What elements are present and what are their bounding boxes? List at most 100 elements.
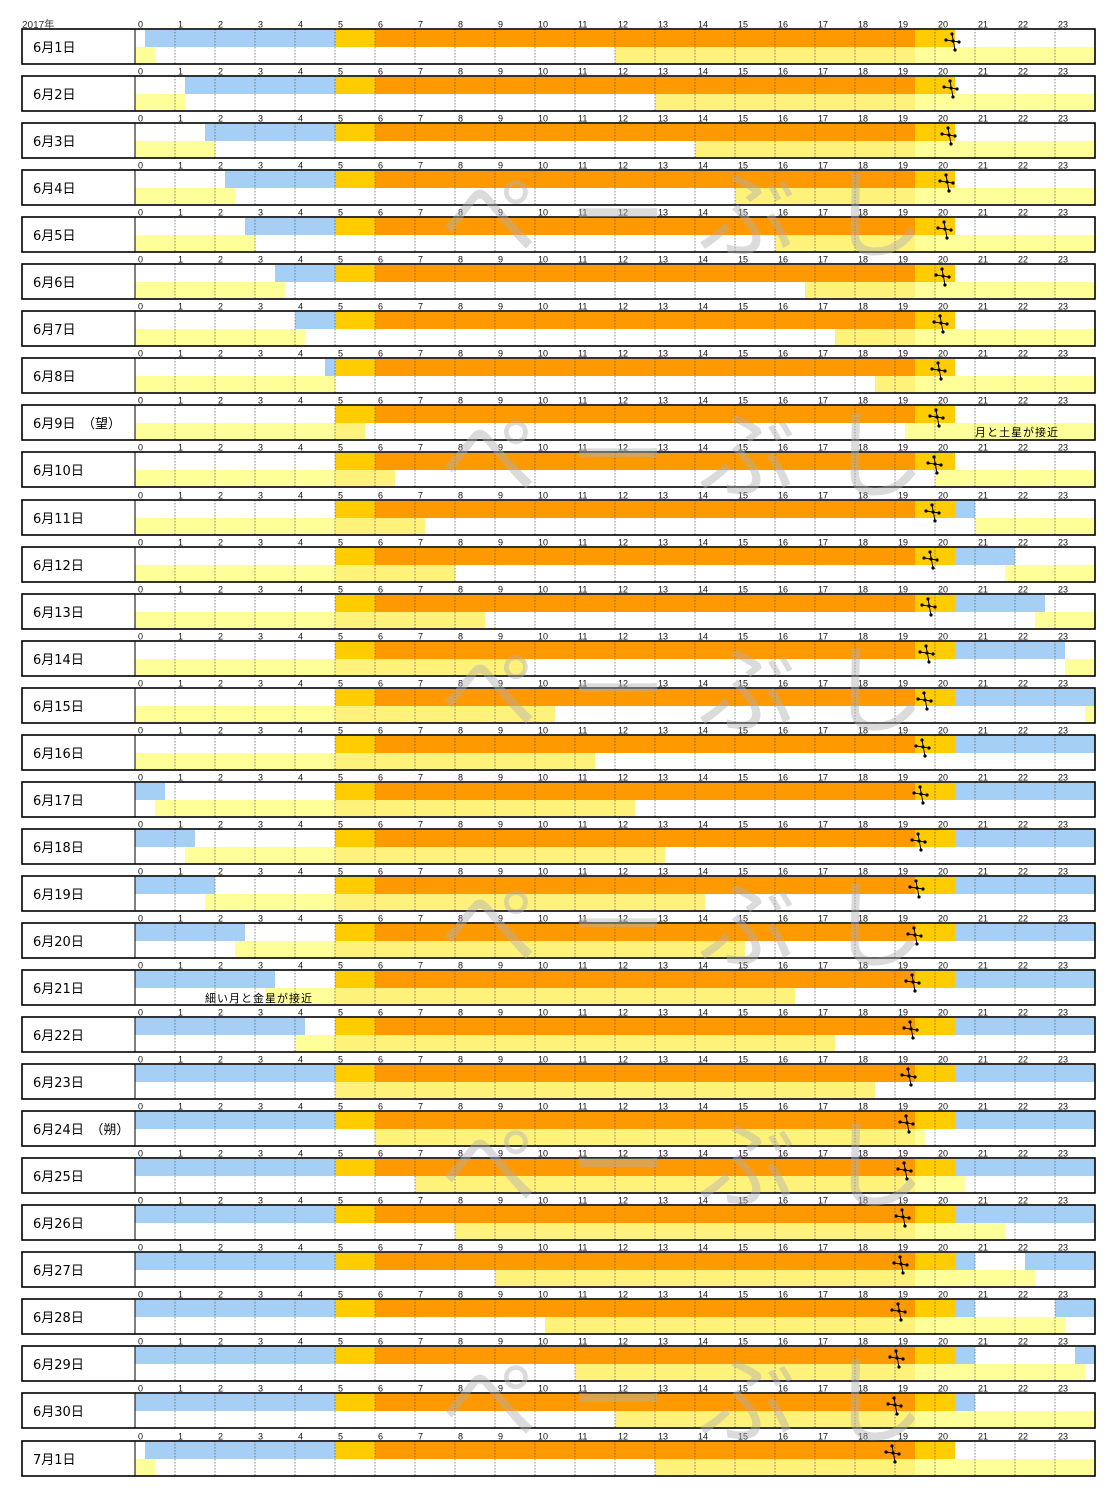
hour-tick-label: 21 [978, 161, 988, 171]
hour-tick-label: 2 [218, 255, 223, 265]
moon-daytime-bar [875, 376, 915, 392]
hour-tick-label: 21 [978, 208, 988, 218]
hour-tick-label: 15 [738, 538, 748, 548]
hour-tick-label: 17 [818, 538, 828, 548]
hour-tick-label: 22 [1018, 679, 1028, 689]
hour-tick-label: 9 [498, 20, 503, 30]
saturn-marker-icon [894, 1208, 911, 1228]
saturn-marker-icon [926, 455, 943, 475]
hour-tick-label: 16 [778, 1432, 788, 1442]
hour-tick-label: 1 [178, 961, 183, 971]
hour-tick-label: 2 [218, 443, 223, 453]
hour-tick-label: 7 [418, 961, 423, 971]
hour-tick-label: 8 [458, 255, 463, 265]
hour-tick-label: 20 [938, 396, 948, 406]
hour-tick-label: 10 [538, 491, 548, 501]
hour-tick-label: 23 [1058, 961, 1068, 971]
hour-tick-label: 11 [578, 114, 587, 124]
night-bar [135, 1300, 335, 1317]
hour-tick-label: 7 [418, 1102, 423, 1112]
hour-tick-label: 0 [138, 1384, 143, 1394]
hour-tick-label: 22 [1018, 1055, 1028, 1065]
hour-tick-label: 16 [778, 538, 788, 548]
daylight-bar [375, 736, 915, 753]
hour-tick-label: 4 [298, 396, 303, 406]
row-frame [21, 75, 1096, 112]
hour-tick-label: 14 [698, 1055, 708, 1065]
hour-tick-label: 22 [1018, 443, 1028, 453]
day-row: 0 1 2 3 4 5 6 7 8 9 10 11 12 13 14 15 16 17 18 19 20 21 22 236月… [21, 632, 1096, 677]
hour-tick-label: 21 [978, 1055, 988, 1065]
hour-tick-label: 21 [978, 538, 988, 548]
hour-tick-label: 0 [138, 67, 143, 77]
daylight-bar [375, 689, 915, 706]
moon-daytime-bar [415, 1176, 915, 1192]
night-bar [135, 1159, 335, 1176]
hour-tick-label: 15 [738, 349, 748, 359]
hour-tick-label: 11 [578, 1384, 587, 1394]
hour-tick-label: 13 [658, 1196, 668, 1206]
row-frame [21, 451, 1096, 488]
hour-tick-label: 0 [138, 1196, 143, 1206]
saturn-marker-icon [912, 785, 929, 805]
night-bar [955, 1300, 975, 1317]
hour-tick-label: 11 [578, 1149, 587, 1159]
saturn-marker-icon [916, 691, 933, 711]
hour-tick-label: 16 [778, 255, 788, 265]
hour-tick-label: 4 [298, 1290, 303, 1300]
hour-tick-label: 13 [658, 632, 668, 642]
daylight-bar [375, 783, 915, 800]
twilight-bar [335, 1018, 375, 1035]
hour-tick-label: 9 [498, 538, 503, 548]
day-row: 0 1 2 3 4 5 6 7 8 9 10 11 12 13 14 15 16 17 18 19 20 21 22 236月… [21, 443, 1096, 488]
hour-tick-label: 9 [498, 1008, 503, 1018]
twilight-bar [335, 1065, 375, 1082]
row-frame [21, 263, 1096, 300]
daylight-bar [375, 548, 915, 565]
hour-tick-label: 2 [218, 1432, 223, 1442]
hour-tick-label: 10 [538, 302, 548, 312]
hour-tick-label: 9 [498, 1243, 503, 1253]
saturn-marker-icon [944, 32, 961, 52]
hour-tick-label: 0 [138, 1432, 143, 1442]
twilight-bar [335, 1253, 375, 1270]
hour-tick-label: 18 [858, 114, 868, 124]
hour-tick-label: 0 [138, 255, 143, 265]
daylight-bar [375, 30, 915, 47]
hour-tick-label: 8 [458, 208, 463, 218]
hour-tick-label: 15 [738, 585, 748, 595]
hour-tick-label: 20 [938, 585, 948, 595]
hour-tick-label: 6 [378, 820, 383, 830]
hour-tick-label: 3 [258, 820, 263, 830]
day-label: 6月19日 [33, 888, 84, 903]
moon-daytime-bar [805, 282, 915, 298]
moon-daytime-bar [335, 423, 365, 439]
hour-tick-label: 20 [938, 1008, 948, 1018]
hour-tick-label: 2 [218, 396, 223, 406]
hour-tick-label: 19 [898, 1290, 908, 1300]
hour-tick-label: 17 [818, 1102, 828, 1112]
hour-tick-label: 6 [378, 1008, 383, 1018]
hour-tick-label: 1 [178, 443, 183, 453]
night-bar [955, 736, 1095, 753]
night-bar [1055, 1300, 1095, 1317]
hour-tick-label: 0 [138, 349, 143, 359]
hour-tick-label: 3 [258, 1290, 263, 1300]
hour-tick-label: 15 [738, 726, 748, 736]
row-frame [21, 357, 1096, 394]
hour-tick-label: 8 [458, 1102, 463, 1112]
hour-tick-label: 20 [938, 538, 948, 548]
hour-tick-label: 4 [298, 1008, 303, 1018]
hour-tick-label: 13 [658, 1384, 668, 1394]
hour-tick-label: 17 [818, 349, 828, 359]
hour-tick-label: 6 [378, 1102, 383, 1112]
hour-tick-label: 15 [738, 443, 748, 453]
hour-tick-label: 19 [898, 255, 908, 265]
hour-tick-label: 21 [978, 726, 988, 736]
hour-tick-label: 10 [538, 396, 548, 406]
hour-tick-label: 13 [658, 67, 668, 77]
night-bar [145, 30, 335, 47]
night-bar [1075, 1347, 1095, 1364]
hour-tick-label: 12 [618, 961, 628, 971]
hour-tick-label: 11 [578, 538, 587, 548]
